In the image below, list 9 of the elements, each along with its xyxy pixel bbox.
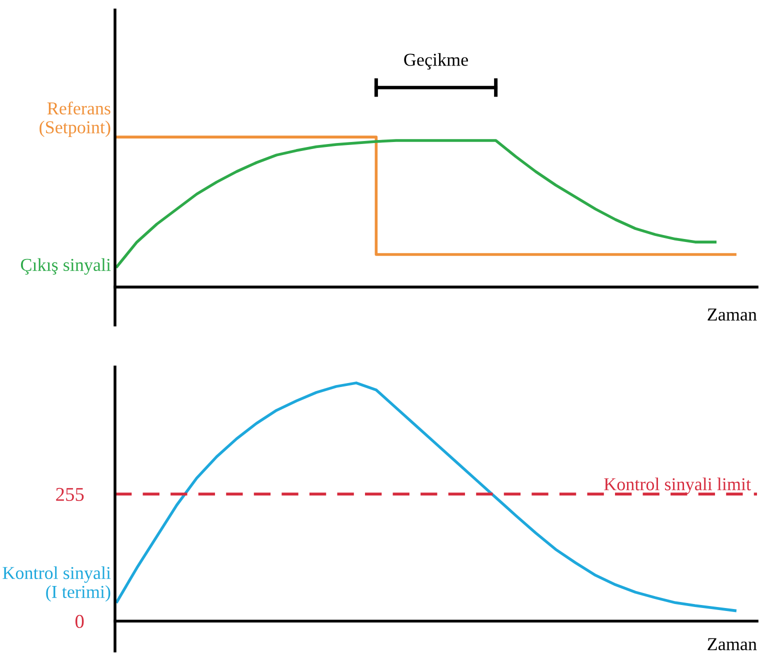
- y-tick-label: 0: [75, 614, 84, 628]
- ref-line-label: Kontrol sinyali limit: [604, 478, 751, 494]
- text: Geçikme: [404, 53, 468, 70]
- y-tick-label: 255: [56, 488, 84, 501]
- series-label: Çıkış sinyali: [20, 258, 111, 275]
- x-axis-title: Zaman: [708, 638, 757, 650]
- x-axis-title: Zaman: [708, 308, 757, 321]
- series-label: Kontrol sinyali (I terimi): [2, 566, 111, 602]
- series-label: Referans (Setpoint): [40, 102, 110, 138]
